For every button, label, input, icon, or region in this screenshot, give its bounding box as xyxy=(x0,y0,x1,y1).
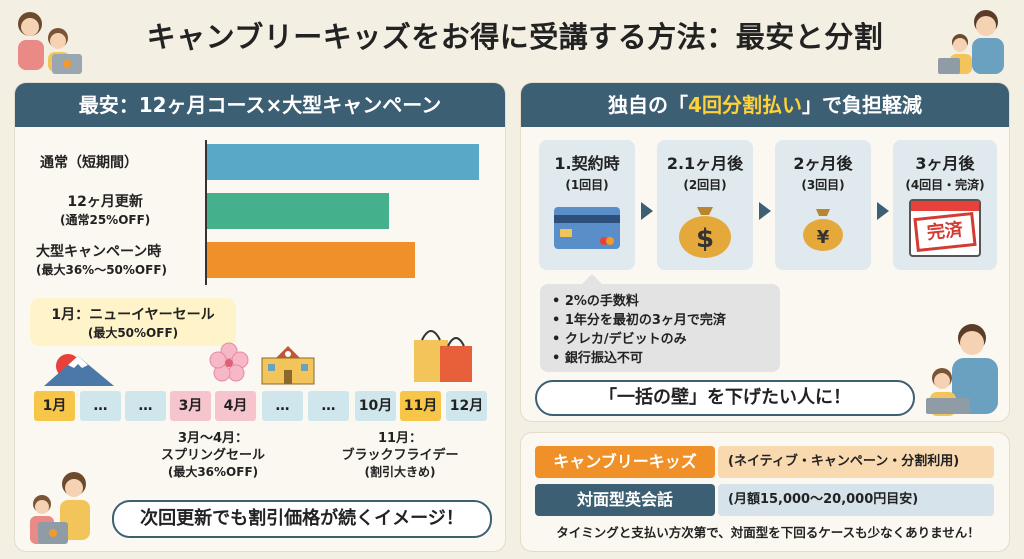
month-apr: 4月 xyxy=(215,391,256,421)
money-bag-yen-icon: ¥ xyxy=(803,209,843,251)
step-2-sub: (2回目) xyxy=(683,178,727,192)
credit-card-icon xyxy=(554,207,620,249)
month-gap-4: … xyxy=(308,391,349,421)
installment-heading-highlight: 4回分割払い xyxy=(688,93,802,117)
installment-notes: • 2%の手数料 • 1年分を最初の3ヶ月で完済 • クレカ/デビットのみ • … xyxy=(540,274,780,372)
installment-heading-pre: 独自の「 xyxy=(608,93,689,117)
step-4-month3: 3ヶ月後 (4回目・完済) 完済 xyxy=(893,140,997,270)
step-1-sub: (1回目) xyxy=(565,178,609,192)
bar-normal xyxy=(207,144,479,180)
page-title: キャンブリーキッズをお得に受講する方法：最安と分割 xyxy=(146,20,884,54)
bar-campaign xyxy=(207,242,415,278)
cambly-kids-label: キャンブリーキッズ xyxy=(535,446,715,478)
svg-text:$: $ xyxy=(696,224,714,254)
calendar-paid-stamp-icon: 完済 xyxy=(909,199,981,257)
new-year-sale-title: 1月：ニューイヤーセール xyxy=(51,307,215,323)
black-friday-month: 11月： xyxy=(377,431,423,446)
bar-label-12month-text: 12ヶ月更新 xyxy=(67,194,143,210)
step-3-month2: 2ヶ月後 (3回目) ¥ xyxy=(775,140,871,270)
svg-text:¥: ¥ xyxy=(817,227,830,248)
month-gap-1: … xyxy=(80,391,121,421)
note-card-only: • クレカ/デビットのみ xyxy=(552,332,687,347)
school-building-icon xyxy=(261,346,315,385)
step-3-title: 2ヶ月後 xyxy=(793,154,853,173)
parent-child-illustration-icon xyxy=(18,12,82,74)
note-three-months: • 1年分を最初の3ヶ月で完済 xyxy=(552,313,726,328)
month-dec: 12月 xyxy=(446,391,487,421)
note-no-bank: • 銀行振込不可 xyxy=(552,351,643,366)
installment-heading-post: 」で負担軽減 xyxy=(801,93,922,117)
shopping-bags-icon xyxy=(414,330,472,382)
paid-stamp-text: 完済 xyxy=(913,211,977,253)
father-daughter-laptop-icon xyxy=(926,324,998,416)
spring-sale-discount: (最大36%OFF) xyxy=(167,465,259,479)
month-gap-2: … xyxy=(125,391,166,421)
bar-label-campaign-text: 大型キャンペーン時 xyxy=(36,244,162,260)
spring-sale-name: スプリングセール xyxy=(160,448,265,463)
new-year-sale-callout: 1月：ニューイヤーセール (最大50%OFF) xyxy=(30,298,236,346)
bar-label-12month-sub: (通常25%OFF) xyxy=(60,213,151,227)
new-year-sale-discount: (最大50%OFF) xyxy=(87,326,179,340)
cherry-blossom-icon xyxy=(209,342,249,382)
month-jan: 1月 xyxy=(34,391,75,421)
bar-label-12month: 12ヶ月更新 (通常25%OFF) xyxy=(60,191,150,228)
comparison-footer: タイミングと支払い方次第で、対面型を下回るケースも少なくありません！ xyxy=(556,525,980,540)
mother-daughter-tablet-icon xyxy=(30,472,90,544)
black-friday-name: ブラックフライデー xyxy=(341,448,459,463)
in-person-label: 対面型英会話 xyxy=(535,484,715,516)
step-arrow-1 xyxy=(641,202,653,220)
bar-label-normal-text: 通常（短期間） xyxy=(40,155,138,171)
cheapest-plan-heading: 最安：12ヶ月コース×大型キャンペーン xyxy=(15,83,505,127)
father-child-illustration-icon xyxy=(938,10,1004,74)
installment-heading: 独自の「4回分割払い」で負担軽減 xyxy=(521,83,1009,127)
step-arrow-2 xyxy=(759,202,771,220)
month-gap-3: … xyxy=(262,391,303,421)
in-person-value: (月額15,000〜20,000円目安) xyxy=(718,484,994,516)
lump-sum-wall-banner: 「一括の壁」を下げたい人に！ xyxy=(535,380,915,416)
cambly-kids-value: (ネイティブ・キャンペーン・分割利用) xyxy=(718,446,994,478)
step-1-title: 1.契約時 xyxy=(554,154,620,173)
money-bag-dollar-icon: $ xyxy=(679,207,731,258)
bar-12month xyxy=(207,193,389,229)
step-arrow-3 xyxy=(877,202,889,220)
bar-label-campaign-sub: (最大36%〜50%OFF) xyxy=(36,263,168,277)
black-friday-note: (割引大きめ) xyxy=(364,465,436,479)
spring-sale-text: 3月〜4月： スプリングセール (最大36%OFF) xyxy=(148,430,278,481)
mount-fuji-sunrise-icon xyxy=(44,354,114,386)
month-oct: 10月 xyxy=(355,391,396,421)
step-3-sub: (3回目) xyxy=(801,178,845,192)
step-4-title: 3ヶ月後 xyxy=(915,154,975,173)
black-friday-text: 11月： ブラックフライデー (割引大きめ) xyxy=(330,430,470,481)
step-2-title: 2.1ヶ月後 xyxy=(666,154,744,173)
step-1-contract: 1.契約時 (1回目) xyxy=(539,140,635,270)
bar-label-campaign: 大型キャンペーン時 (最大36%〜50%OFF) xyxy=(36,241,167,278)
step-2-month1: 2.1ヶ月後 (2回目) $ xyxy=(657,140,753,270)
month-nov: 11月 xyxy=(400,391,441,421)
note-fee: • 2%の手数料 xyxy=(552,294,639,309)
bar-label-normal: 通常（短期間） xyxy=(40,152,138,172)
month-mar: 3月 xyxy=(170,391,211,421)
spring-sale-months: 3月〜4月： xyxy=(177,431,249,446)
renewal-discount-banner: 次回更新でも割引価格が続くイメージ！ xyxy=(112,500,492,538)
bar-chart-axis xyxy=(205,140,207,285)
step-4-sub: (4回目・完済) xyxy=(905,178,985,192)
